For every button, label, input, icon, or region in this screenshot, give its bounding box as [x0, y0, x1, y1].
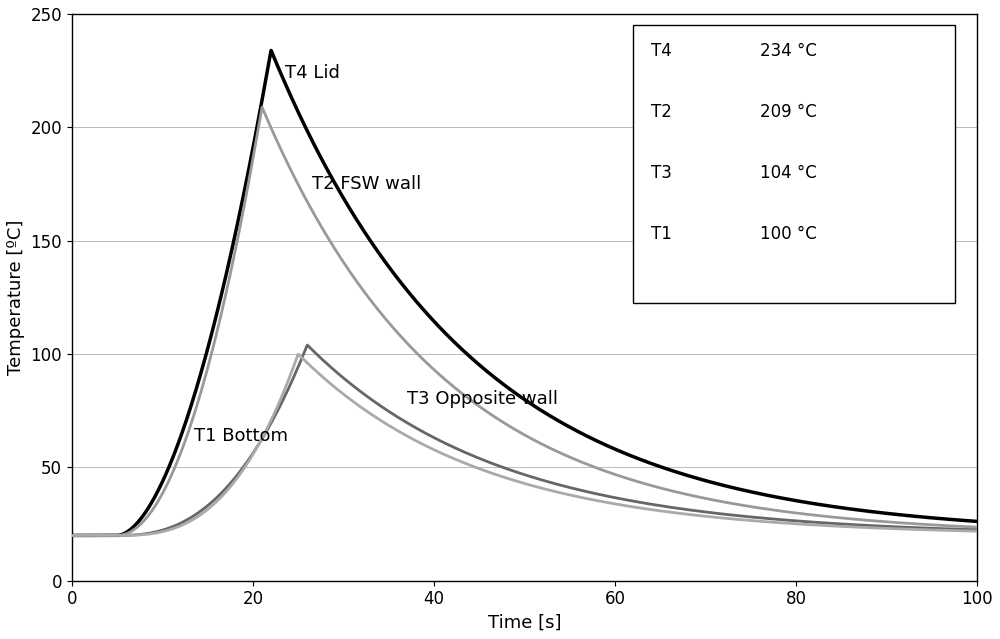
Text: T4 Lid: T4 Lid: [285, 64, 339, 82]
Text: 234 °C: 234 °C: [760, 42, 817, 60]
Text: T2 FSW wall: T2 FSW wall: [312, 175, 421, 193]
X-axis label: Time [s]: Time [s]: [488, 614, 561, 632]
Y-axis label: Temperature [ºC]: Temperature [ºC]: [7, 220, 25, 375]
Text: 209 °C: 209 °C: [760, 103, 817, 121]
Text: T4: T4: [651, 42, 672, 60]
Text: T1 Bottom: T1 Bottom: [194, 427, 288, 445]
Text: T3 Opposite wall: T3 Opposite wall: [407, 390, 558, 408]
FancyBboxPatch shape: [633, 26, 955, 303]
Text: T3: T3: [651, 164, 672, 182]
Text: T1: T1: [651, 226, 672, 243]
Text: T2: T2: [651, 103, 672, 121]
Text: 100 °C: 100 °C: [760, 226, 817, 243]
Text: 104 °C: 104 °C: [760, 164, 817, 182]
